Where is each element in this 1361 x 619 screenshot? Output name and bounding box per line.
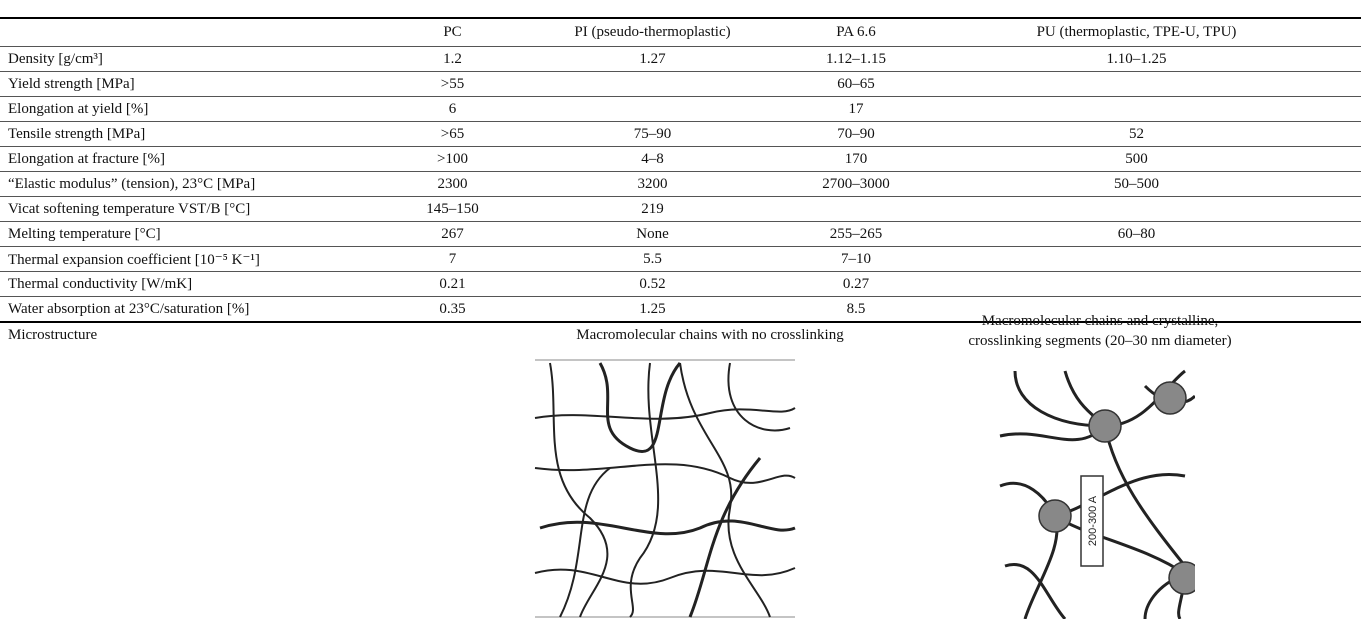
table-row: Tensile strength [MPa] >65 75–90 70–90 52 xyxy=(0,121,1361,147)
table-row: Water absorption at 23°C/saturation [%] 0… xyxy=(0,296,1361,323)
row-label: Water absorption at 23°C/saturation [%] xyxy=(0,296,400,323)
cell: 5.5 xyxy=(505,246,800,272)
row-label: Density [g/cm³] xyxy=(0,46,400,72)
caption: Macromolecular chains and crystalline, xyxy=(981,313,1219,329)
cell: 2300 xyxy=(400,171,505,197)
properties-table: PC PI (pseudo-thermoplastic) PA 6.6 PU (the… xyxy=(0,17,1361,323)
cell: 0.35 xyxy=(400,296,505,323)
cell: 8.5 xyxy=(800,296,912,323)
table-row: Yield strength [MPa] >55 60–65 xyxy=(0,71,1361,97)
cell: >65 xyxy=(400,121,505,147)
cell: 1.25 xyxy=(505,296,800,323)
cell: 1.2 xyxy=(400,46,505,72)
cell: 145–150 xyxy=(400,196,505,222)
caption: crosslinking segments (20–30 nm diameter… xyxy=(968,333,1232,349)
row-label: Yield strength [MPa] xyxy=(0,71,400,97)
cell: 70–90 xyxy=(800,121,912,147)
table-row: Vicat softening temperature VST/B [°C] 14… xyxy=(0,196,1361,222)
cell xyxy=(912,246,1361,272)
cell: 60–65 xyxy=(800,71,912,97)
cell: 50–500 xyxy=(912,171,1361,197)
column-header: PC xyxy=(400,18,505,47)
cell xyxy=(505,96,800,122)
cell: 2700–3000 xyxy=(800,171,912,197)
cell xyxy=(912,71,1361,97)
cell: 0.52 xyxy=(505,271,800,297)
cell: 500 xyxy=(912,146,1361,172)
cell: 1.27 xyxy=(505,46,800,72)
cell: 7 xyxy=(400,246,505,272)
cell: 255–265 xyxy=(800,221,912,247)
cell: None xyxy=(505,221,800,247)
cell: 267 xyxy=(400,221,505,247)
row-label: Microstructure xyxy=(8,327,98,343)
caption: Macromolecular chains with no crosslinki… xyxy=(576,327,844,343)
table-row: Thermal expansion coefficient [10⁻⁵ K⁻¹]… xyxy=(0,246,1361,272)
cell: 52 xyxy=(912,121,1361,147)
cell: 60–80 xyxy=(912,221,1361,247)
row-label: Vicat softening temperature VST/B [°C] xyxy=(0,196,400,222)
cell: 6 xyxy=(400,96,505,122)
column-header: PI (pseudo-thermoplastic) xyxy=(505,18,800,47)
cell: 0.21 xyxy=(400,271,505,297)
header-empty xyxy=(0,18,400,47)
cell: 170 xyxy=(800,146,912,172)
cell xyxy=(505,71,800,97)
cell: 7–10 xyxy=(800,246,912,272)
cell: 0.27 xyxy=(800,271,912,297)
row-label: Thermal conductivity [W/mK] xyxy=(0,271,400,297)
cell xyxy=(912,96,1361,122)
cell: >100 xyxy=(400,146,505,172)
table-row: “Elastic modulus” (tension), 23°C [MPa] 2… xyxy=(0,171,1361,197)
column-header: PU (thermoplastic, TPE-U, TPU) xyxy=(912,18,1361,47)
cell xyxy=(800,196,912,222)
row-label: Elongation at yield [%] xyxy=(0,96,400,122)
cell: 4–8 xyxy=(505,146,800,172)
row-label: Thermal expansion coefficient [10⁻⁵ K⁻¹] xyxy=(0,246,400,272)
row-label: “Elastic modulus” (tension), 23°C [MPa] xyxy=(0,171,400,197)
column-header: PA 6.6 xyxy=(800,18,912,47)
row-label: Melting temperature [°C] xyxy=(0,221,400,247)
table-row: Melting temperature [°C] 267 None 255–265 60… xyxy=(0,221,1361,247)
row-label: Tensile strength [MPa] xyxy=(0,121,400,147)
crosslinked-drawing: 200-300 A xyxy=(999,369,1195,619)
table-row: Elongation at yield [%] 6 17 xyxy=(0,96,1361,122)
table-row: Density [g/cm³] 1.2 1.27 1.12–1.15 1.10–1.25 xyxy=(0,46,1361,72)
cell xyxy=(912,271,1361,297)
table-row: Thermal conductivity [W/mK] 0.21 0.52 0.27 xyxy=(0,271,1361,297)
scale-label: 200-300 A xyxy=(1087,495,1099,546)
cell: 17 xyxy=(800,96,912,122)
cell: 75–90 xyxy=(505,121,800,147)
cell: 1.10–1.25 xyxy=(912,46,1361,72)
table-row: Elongation at fracture [%] >100 4–8 170 500 xyxy=(0,146,1361,172)
cell xyxy=(912,196,1361,222)
cell xyxy=(912,296,1361,323)
chains-drawing xyxy=(534,359,796,618)
row-label: Elongation at fracture [%] xyxy=(0,146,400,172)
cell: 1.12–1.15 xyxy=(800,46,912,72)
cell: 219 xyxy=(505,196,800,222)
cell: 3200 xyxy=(505,171,800,197)
cell: >55 xyxy=(400,71,505,97)
